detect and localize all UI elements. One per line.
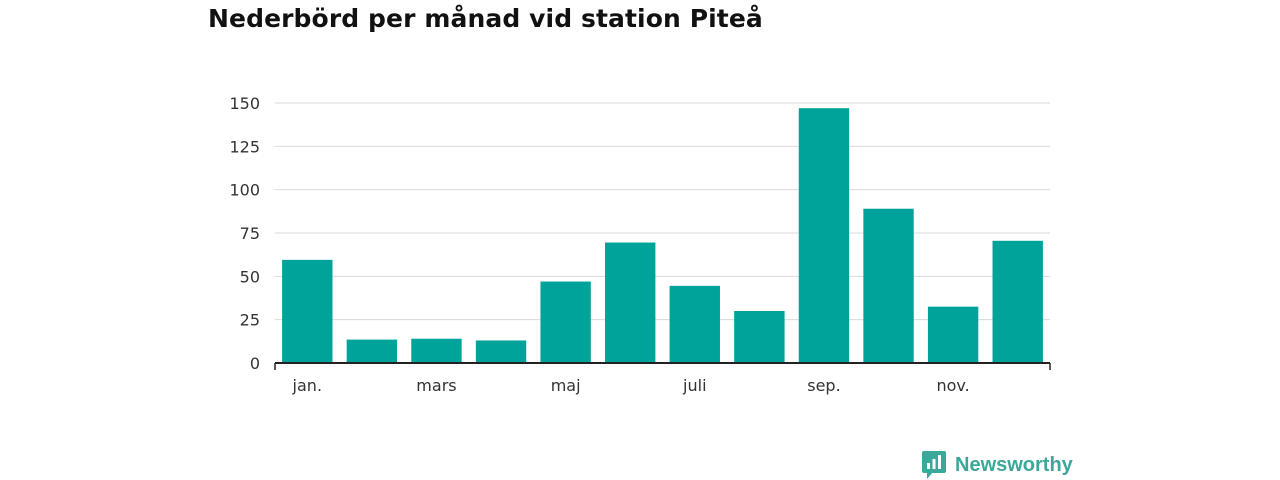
brand-name: Newsworthy [955, 453, 1073, 476]
bars [282, 108, 1043, 363]
bar-11 [927, 306, 979, 363]
y-tick-label: 25 [240, 311, 260, 330]
bar-2 [346, 339, 398, 363]
gridlines [275, 102, 1050, 321]
bar-5 [540, 281, 591, 363]
x-tick-label: juli [682, 376, 706, 395]
bar-9 [798, 108, 850, 363]
y-tick-label: 150 [229, 94, 260, 113]
axes [274, 362, 1051, 370]
bar-4 [475, 340, 527, 363]
x-tick-label: sep. [807, 376, 840, 395]
bar-10 [863, 208, 914, 363]
x-tick-label: maj [551, 376, 581, 395]
x-tick-label: jan. [292, 376, 322, 395]
bar-1 [282, 259, 333, 363]
y-tick-label: 50 [240, 267, 260, 286]
y-tick-label: 100 [229, 181, 260, 200]
y-tick-labels: 0 25 50 75 100 125 150 [229, 94, 260, 373]
y-tick-label: 125 [229, 137, 260, 156]
bar-6 [605, 242, 656, 363]
x-tick-label: mars [416, 376, 456, 395]
bar-8 [734, 311, 785, 363]
bar-7 [669, 285, 720, 363]
x-tick-labels: jan. mars maj juli sep. nov. [292, 376, 970, 395]
y-tick-label: 75 [240, 224, 260, 243]
chart-title: Nederbörd per månad vid station Piteå [208, 4, 763, 33]
bar-chart-speech-bubble-icon [922, 451, 946, 479]
x-tick-label: nov. [937, 376, 970, 395]
newsworthy-logo[interactable]: Newsworthy [922, 451, 1073, 479]
y-tick-label: 0 [250, 354, 260, 373]
bar-12 [992, 240, 1043, 363]
bar-3 [411, 338, 462, 363]
